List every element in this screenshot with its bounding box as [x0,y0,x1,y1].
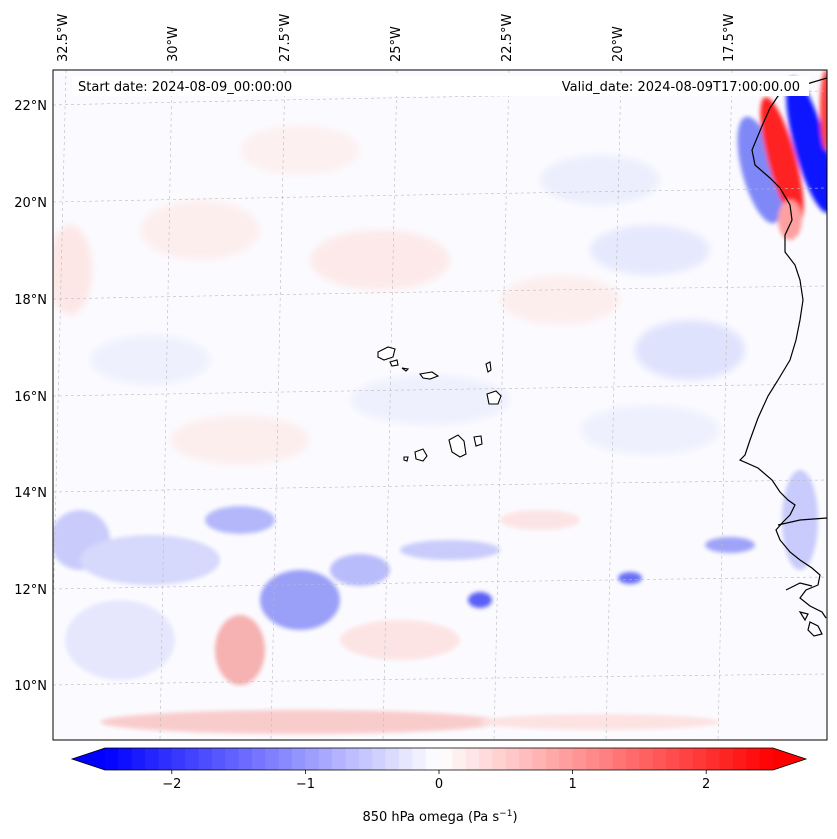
colorbar-label: 850 hPa omega (Pa s−1) [362,809,517,825]
colorbar-step [118,748,133,770]
colorbar-step [412,748,427,770]
start-date-text: Start date: 2024-08-09_00:00:00 [78,80,292,95]
colorbar-ticks: −2 −1 0 1 2 [162,770,710,792]
colorbar-step [185,748,200,770]
lat-label: 12°N [14,583,47,598]
colorbar-step [706,748,721,770]
colorbar-step [492,748,507,770]
graticule [53,70,827,740]
lon-label: 30°W [166,26,181,62]
lat-label: 18°N [14,293,47,308]
colorbar-step [666,748,681,770]
colorbar-tick-label: 1 [568,777,576,792]
lon-label: 17.5°W [722,14,737,62]
colorbar-step [305,748,320,770]
colorbar: −2 −1 0 1 2 850 hPa omega (Pa s−1) [70,747,808,825]
lat-labels: 22°N 20°N 18°N 16°N 14°N 12°N 10°N [14,99,47,694]
colorbar-step [612,748,627,770]
colorbar-step [345,748,360,770]
colorbar-step [265,748,280,770]
lat-label: 20°N [14,196,47,211]
map-frame [52,69,828,741]
colorbar-step [692,748,707,770]
colorbar-step [372,748,387,770]
lat-label: 10°N [14,679,47,694]
colorbar-step [452,748,467,770]
colorbar-step [532,748,547,770]
colorbar-tick-label: −1 [296,777,315,792]
lat-label: 16°N [14,390,47,405]
colorbar-step [105,748,119,770]
colorbar-step [198,748,213,770]
lon-labels: 32.5°W 30°W 27.5°W 25°W 22.5°W 20°W 17.5… [56,14,737,62]
colorbar-step [746,748,761,770]
colorbar-step [639,748,654,770]
colorbar-tick-label: −2 [162,777,181,792]
colorbar-step [158,748,173,770]
colorbar-step [626,748,640,770]
lat-label: 22°N [14,99,47,114]
colorbar-max-extend [773,748,806,770]
weak-anomalies [53,125,745,465]
colorbar-step [479,748,494,770]
lon-label: 20°W [611,26,626,62]
colorbar-tick-label: 2 [702,777,710,792]
colorbar-step [759,748,774,770]
convective-band [53,506,755,734]
colorbar-step [599,748,614,770]
colorbar-step [292,748,306,770]
colorbar-step [225,748,240,770]
colorbar-step [505,748,520,770]
colorbar-step [358,748,373,770]
colorbar-step [652,748,667,770]
colorbar-step [332,748,347,770]
lon-label: 25°W [389,26,404,62]
colorbar-step [519,748,534,770]
lon-label: 27.5°W [278,14,293,62]
colorbar-step [251,748,266,770]
colorbar-step [171,748,186,770]
colorbar-step [719,748,734,770]
lon-label: 32.5°W [56,14,71,62]
colorbar-step [278,748,293,770]
cape-verde-islands [377,346,502,462]
colorbar-step [425,748,440,770]
lat-label: 14°N [14,486,47,501]
colorbar-step [465,748,480,770]
colorbar-step [238,748,253,770]
colorbar-step [585,748,600,770]
colorbar-step [679,748,694,770]
colorbar-step [211,748,226,770]
colorbar-steps [105,748,774,770]
colorbar-step [398,748,413,770]
valid-date-text: Valid_date: 2024-08-09T17:00:00.00 [562,80,800,95]
colorbar-step [559,748,574,770]
colorbar-min-extend [72,748,105,770]
colorbar-step [131,748,146,770]
colorbar-step [439,748,453,770]
lon-label: 22.5°W [500,14,515,62]
colorbar-tick-label: 0 [435,777,443,792]
colorbar-step [545,748,560,770]
coastline [738,77,827,637]
colorbar-step [385,748,400,770]
colorbar-step [145,748,160,770]
omega-field [53,70,827,740]
colorbar-step [732,748,747,770]
colorbar-outline [70,747,808,771]
header-box [72,76,809,96]
colorbar-step [572,748,587,770]
colorbar-step [318,748,333,770]
